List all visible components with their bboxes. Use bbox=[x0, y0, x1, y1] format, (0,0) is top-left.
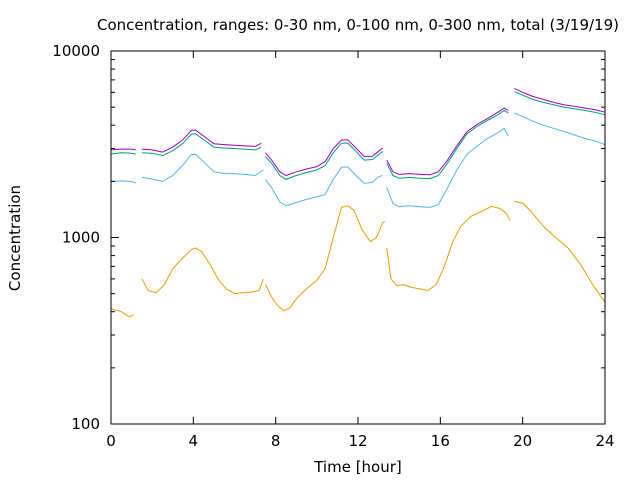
x-tick-label: 16 bbox=[431, 432, 450, 450]
series-line-1 bbox=[141, 153, 264, 182]
x-tick-label: 4 bbox=[189, 432, 199, 450]
series-line-1 bbox=[264, 166, 383, 207]
series-line-2 bbox=[514, 91, 606, 116]
series-line-3 bbox=[514, 87, 606, 113]
y-axis-title: Concentration bbox=[6, 185, 24, 291]
series-line-2 bbox=[386, 109, 509, 180]
series-line-2 bbox=[110, 152, 136, 155]
axis-ticks bbox=[110, 50, 606, 425]
x-tick-label: 24 bbox=[595, 432, 614, 450]
series-line-1 bbox=[110, 180, 136, 184]
series-line-0 bbox=[514, 201, 606, 303]
series-line-3 bbox=[386, 107, 509, 176]
x-tick-label: 20 bbox=[513, 432, 532, 450]
series-line-1 bbox=[514, 112, 606, 146]
y-tick-label: 10000 bbox=[52, 42, 100, 60]
x-tick-label: 12 bbox=[348, 432, 367, 450]
y-tick-label: 100 bbox=[71, 415, 100, 433]
chart-title: Concentration, ranges: 0-30 nm, 0-100 nm… bbox=[97, 16, 619, 34]
x-axis-title: Time [hour] bbox=[313, 458, 402, 476]
series-line-0 bbox=[110, 308, 134, 318]
series-line-2 bbox=[265, 142, 384, 180]
x-tick-label: 0 bbox=[106, 432, 116, 450]
series-line-3 bbox=[265, 139, 384, 176]
series-line-2 bbox=[141, 133, 262, 157]
series-line-0 bbox=[386, 205, 511, 291]
series-line-1 bbox=[386, 127, 509, 208]
plot-lines bbox=[110, 87, 606, 318]
x-tick-label: 8 bbox=[271, 432, 281, 450]
y-tick-label: 1000 bbox=[62, 229, 100, 247]
series-line-3 bbox=[141, 129, 262, 153]
plot-frame bbox=[110, 50, 606, 425]
series-line-3 bbox=[110, 148, 136, 151]
series-line-0 bbox=[141, 247, 264, 295]
series-line-0 bbox=[264, 205, 386, 312]
tick-labels: 0 4 8 12 16 20 24 100 1000 10000 bbox=[52, 42, 614, 450]
